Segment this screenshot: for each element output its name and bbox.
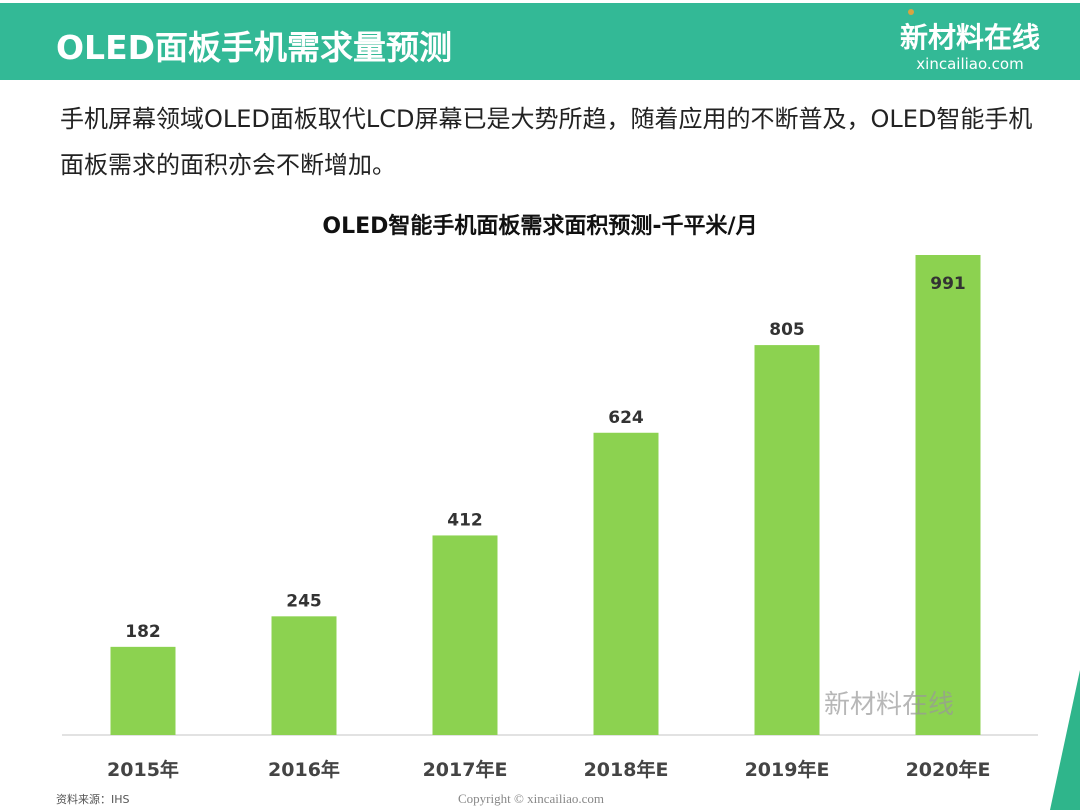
- copyright: Copyright © xincailiao.com: [458, 791, 604, 806]
- x-tick-label: 2015年: [107, 758, 179, 781]
- data-label: 805: [769, 320, 805, 340]
- x-tick-label: 2018年E: [584, 758, 669, 781]
- bar: [754, 345, 820, 735]
- bar: [432, 535, 498, 735]
- corner-triangle: [1050, 670, 1080, 810]
- bar: [110, 646, 176, 735]
- x-tick-label: 2019年E: [745, 758, 830, 781]
- data-label: 245: [286, 591, 322, 611]
- page-title: OLED面板手机需求量预测: [56, 28, 453, 67]
- x-tick-label: 2020年E: [906, 758, 991, 781]
- chart-title: OLED智能手机面板需求面积预测-千平米/月: [322, 213, 757, 239]
- logo-dot-icon: [907, 9, 914, 15]
- header-bar: OLED面板手机需求量预测 新材料在线 xincailiao.com: [0, 3, 1080, 80]
- watermark: 新材料在线: [824, 690, 955, 720]
- data-label: 624: [608, 408, 644, 428]
- bar: [271, 616, 337, 735]
- bar: [593, 432, 659, 735]
- x-tick-label: 2017年E: [423, 758, 508, 781]
- logo-text-en: xincailiao.com: [916, 55, 1024, 73]
- data-label: 412: [447, 510, 483, 530]
- logo: 新材料在线 xincailiao.com: [900, 9, 1040, 73]
- data-label: 991: [930, 274, 966, 294]
- data-label: 182: [125, 622, 161, 642]
- x-tick-label: 2016年: [268, 758, 340, 781]
- description-text: 手机屏幕领域OLED面板取代LCD屏幕已是大势所趋，随着应用的不断普及，OLED…: [60, 105, 1033, 179]
- bar: [915, 255, 981, 735]
- logo-text-cn: 新材料在线: [899, 21, 1040, 54]
- source-note: 资料来源：IHS: [56, 793, 130, 806]
